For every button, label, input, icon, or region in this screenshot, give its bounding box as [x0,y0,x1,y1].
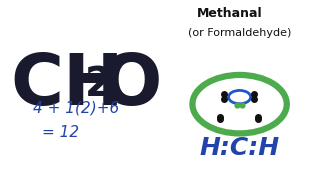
Text: 2: 2 [85,65,113,105]
Text: O: O [101,51,162,120]
Text: (or Formaldehyde): (or Formaldehyde) [188,28,291,38]
Text: CH: CH [11,51,124,120]
Text: = 12: = 12 [43,125,80,140]
Text: 4 + 1(2)+6: 4 + 1(2)+6 [33,101,119,116]
Text: Methanal: Methanal [197,7,263,20]
Text: H:C:H: H:C:H [200,136,280,160]
